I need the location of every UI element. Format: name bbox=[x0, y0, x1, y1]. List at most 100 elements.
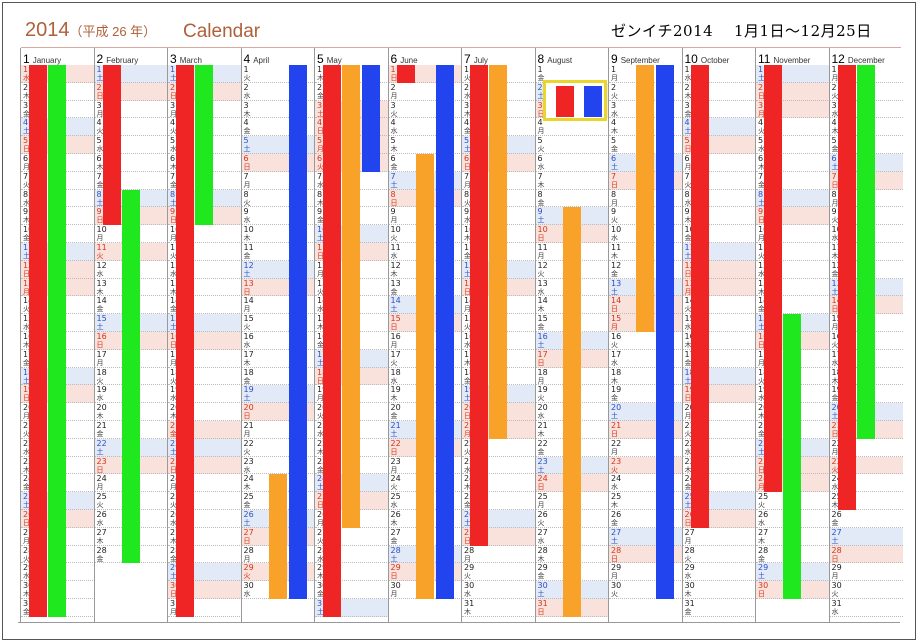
day-number: 29 bbox=[684, 563, 695, 573]
month-header: 12 December bbox=[832, 48, 885, 67]
day-number: 16 bbox=[537, 332, 548, 341]
day-number: 20 bbox=[243, 403, 254, 413]
day-number: 12 bbox=[243, 260, 254, 270]
weekday-label: 火 bbox=[464, 323, 471, 332]
day-number: 4 bbox=[23, 118, 29, 128]
day-number: 2 bbox=[464, 82, 470, 92]
day-cell: 16木 bbox=[682, 332, 756, 350]
weekday-label: 土 bbox=[317, 608, 324, 616]
day-number: 4 bbox=[243, 118, 249, 128]
weekday-label: 木 bbox=[684, 216, 692, 225]
weekday-label: 月 bbox=[317, 519, 324, 527]
weekday-label: 日 bbox=[537, 109, 545, 118]
day-number: 4 bbox=[317, 118, 323, 128]
weekday-label: 木 bbox=[464, 234, 471, 243]
day-number: 27 bbox=[96, 527, 107, 537]
day-number: 19 bbox=[23, 385, 33, 394]
day-number: 10 bbox=[537, 225, 548, 235]
weekday-label: 月 bbox=[23, 536, 30, 545]
weekday-label: 火 bbox=[831, 590, 839, 599]
day-number: 15 bbox=[23, 314, 33, 323]
day-number: 9 bbox=[243, 207, 249, 217]
day-number: 14 bbox=[758, 296, 768, 305]
day-number: 6 bbox=[611, 154, 617, 163]
day-cell: 31月 bbox=[168, 599, 242, 617]
weekday-label: 日 bbox=[243, 536, 251, 545]
event-bar-green bbox=[48, 65, 66, 617]
weekday-label: 水 bbox=[390, 127, 398, 136]
day-number: 30 bbox=[23, 581, 33, 590]
weekday-label: 金 bbox=[243, 127, 251, 136]
weekday-label: 月 bbox=[464, 305, 471, 314]
month-name: May bbox=[326, 56, 342, 65]
day-cell: 20月 bbox=[682, 403, 756, 421]
day-cell: 14金 bbox=[756, 296, 830, 315]
day-number: 23 bbox=[390, 456, 401, 466]
day-number: 2 bbox=[611, 82, 617, 92]
day-number: 13 bbox=[96, 278, 107, 288]
event-title: ゼンイチ2014 1月1日〜12月25日 bbox=[611, 22, 872, 40]
day-number: 8 bbox=[96, 189, 102, 199]
event-bar-orange bbox=[489, 65, 507, 439]
weekday-label: 水 bbox=[464, 465, 471, 474]
day-number: 26 bbox=[243, 510, 254, 519]
weekday-label: 木 bbox=[96, 412, 104, 421]
weekday-label: 金 bbox=[611, 145, 618, 154]
weekday-label: 水 bbox=[684, 572, 692, 581]
weekday-label: 月 bbox=[831, 323, 839, 332]
day-number: 7 bbox=[96, 171, 102, 181]
day-cell: 22火 bbox=[462, 439, 536, 457]
weekday-label: 土 bbox=[684, 252, 692, 260]
weekday-label: 月 bbox=[758, 109, 765, 118]
month-header: 9 September bbox=[611, 48, 660, 67]
day-number: 21 bbox=[23, 421, 33, 430]
weekday-label: 月 bbox=[170, 234, 177, 243]
day-number: 31 bbox=[537, 599, 548, 608]
weekday-label: 土 bbox=[317, 234, 324, 243]
month-name: April bbox=[253, 56, 270, 65]
day-number: 30 bbox=[243, 581, 254, 591]
weekday-label: 日 bbox=[243, 287, 251, 296]
day-number: 6 bbox=[537, 154, 543, 163]
day-number: 10 bbox=[685, 225, 695, 234]
day-number: 6 bbox=[390, 154, 396, 163]
weekday-label: 日 bbox=[96, 91, 104, 100]
day-number: 15 bbox=[243, 314, 254, 324]
day-number: 11 bbox=[832, 243, 842, 252]
day-cell: 28水 bbox=[315, 546, 389, 564]
day-number: 22 bbox=[758, 439, 768, 448]
day-number: 27 bbox=[758, 527, 769, 537]
weekday-label: 火 bbox=[96, 501, 104, 510]
weekday-label: 土 bbox=[390, 180, 398, 189]
event-bar-red bbox=[102, 65, 121, 226]
day-number: 10 bbox=[390, 225, 401, 235]
weekday-label: 火 bbox=[170, 127, 177, 136]
weekday-label: 水 bbox=[758, 269, 765, 278]
day-number: 14 bbox=[611, 296, 622, 306]
day-cell: 12水 bbox=[756, 261, 830, 279]
weekday-label: 火 bbox=[390, 234, 398, 243]
day-number: 31 bbox=[464, 599, 475, 608]
day-number: 4 bbox=[684, 118, 690, 128]
day-number: 26 bbox=[23, 510, 33, 519]
day-number: 14 bbox=[23, 296, 33, 305]
day-number: 29 bbox=[611, 563, 622, 573]
day-number: 1 bbox=[831, 65, 837, 74]
day-number: 18 bbox=[170, 368, 180, 377]
day-number: 15 bbox=[832, 314, 842, 323]
day-number: 6 bbox=[758, 154, 764, 163]
day-cell: 23木 bbox=[682, 457, 756, 475]
weekday-label: 日 bbox=[317, 127, 324, 136]
weekday-label: 土 bbox=[831, 412, 839, 421]
day-number: 14 bbox=[685, 296, 695, 305]
day-number: 21 bbox=[685, 421, 695, 430]
day-number: 8 bbox=[23, 189, 29, 199]
day-number: 25 bbox=[23, 492, 33, 501]
weekday-label: 日 bbox=[317, 376, 324, 385]
